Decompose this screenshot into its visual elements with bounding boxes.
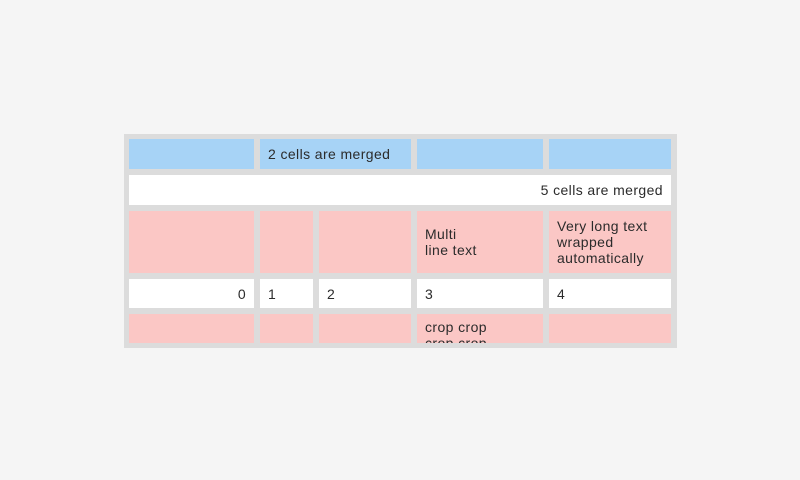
pink-cell-empty-7[interactable] xyxy=(549,314,671,343)
merged-cells-table: 2 cells are merged 5 cells are merged Mu… xyxy=(124,134,677,348)
number-cell-3[interactable]: 3 xyxy=(417,279,543,308)
wrapped-text-cell[interactable]: Very long text wrapped automatically xyxy=(549,211,671,273)
pink-cell-empty-1[interactable] xyxy=(129,211,254,273)
header-cell-empty-2[interactable] xyxy=(417,139,543,169)
merged-2-cells[interactable]: 2 cells are merged xyxy=(260,139,411,169)
number-cell-0[interactable]: 0 xyxy=(129,279,254,308)
pink-cell-empty-6[interactable] xyxy=(319,314,411,343)
multi-line-cell[interactable]: Multi line text xyxy=(417,211,543,273)
number-cell-1[interactable]: 1 xyxy=(260,279,313,308)
pink-cell-empty-5[interactable] xyxy=(260,314,313,343)
number-cell-4[interactable]: 4 xyxy=(549,279,671,308)
header-cell-empty-1[interactable] xyxy=(129,139,254,169)
pink-cell-empty-3[interactable] xyxy=(319,211,411,273)
pink-cell-empty-4[interactable] xyxy=(129,314,254,343)
merged-5-cells[interactable]: 5 cells are merged xyxy=(129,175,671,205)
number-cell-2[interactable]: 2 xyxy=(319,279,411,308)
pink-cell-empty-2[interactable] xyxy=(260,211,313,273)
header-cell-empty-3[interactable] xyxy=(549,139,671,169)
crop-text-cell[interactable]: crop crop crop crop xyxy=(417,314,543,343)
